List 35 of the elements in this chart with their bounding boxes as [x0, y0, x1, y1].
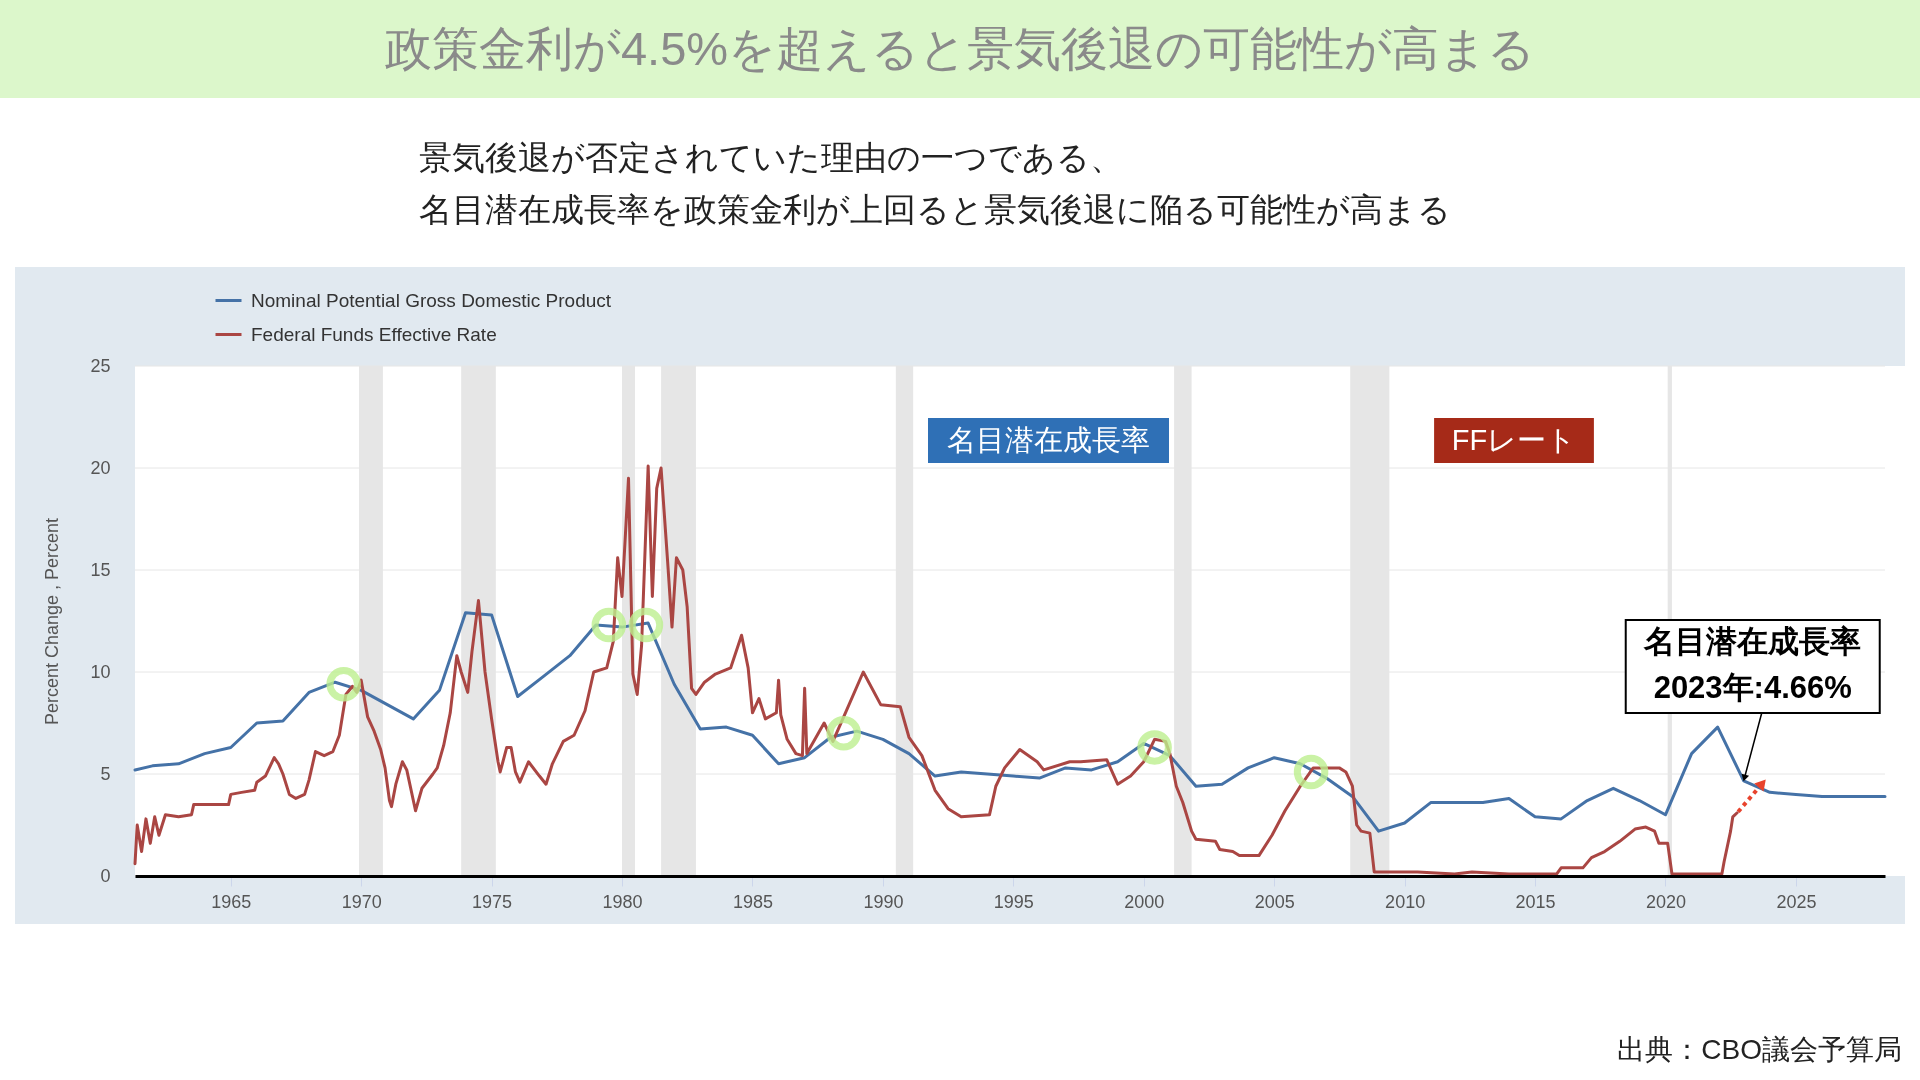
point — [826, 715, 861, 751]
x-tick-label: 1980 — [602, 891, 643, 912]
x-tick-label: 1965 — [211, 891, 252, 912]
y-tick-label: 20 — [90, 457, 111, 478]
annotation: FFレート — [1451, 423, 1577, 456]
y-tick-label: 10 — [90, 661, 111, 682]
y-axis-title: Percent Change , Percent — [41, 517, 62, 726]
x-tick-label: 2000 — [1124, 891, 1165, 912]
point — [591, 607, 627, 643]
x-tick-label: 2025 — [1776, 891, 1817, 912]
annotation: 名目潜在成長率 — [947, 423, 1150, 456]
source-note: 出典：CBO議会予算局 — [1617, 1034, 1902, 1065]
point — [326, 666, 361, 702]
x-tick-label: 1985 — [732, 891, 774, 912]
x-tick-label: 1975 — [472, 891, 513, 912]
y-tick-label: 0 — [100, 865, 111, 886]
x-tick-label: 2015 — [1515, 891, 1556, 912]
x-tick-label: 1995 — [993, 891, 1034, 912]
x-tick-label: 1970 — [341, 891, 382, 912]
point — [628, 607, 664, 643]
y-tick-label: 5 — [100, 763, 111, 784]
x-tick-label: 2020 — [1645, 891, 1686, 912]
x-tick-label: 1990 — [863, 891, 904, 912]
chart-title: 政策金利が4.5%を超えると景気後退の可能性が高まる — [384, 22, 1536, 75]
line-series — [133, 611, 1887, 833]
chart-subtitle: 景気後退が否定されていた理由の一つである、名目潜在成長率を政策金利が上回ると景気後退に陥る可能性が高まる — [419, 139, 1451, 228]
y-tick-label: 15 — [90, 559, 111, 580]
point — [1137, 730, 1172, 765]
legend-label: Federal Funds Effective Rate — [251, 323, 497, 345]
y-tick-label: 25 — [90, 355, 111, 376]
legend-label: Nominal Potential Gross Domestic Product — [251, 289, 612, 311]
x-tick-label: 2010 — [1385, 891, 1426, 912]
x-tick-label: 2005 — [1254, 891, 1295, 912]
point — [1293, 754, 1329, 790]
annotation: 名目潜在成長率 2023年:4.66% — [1643, 624, 1862, 706]
